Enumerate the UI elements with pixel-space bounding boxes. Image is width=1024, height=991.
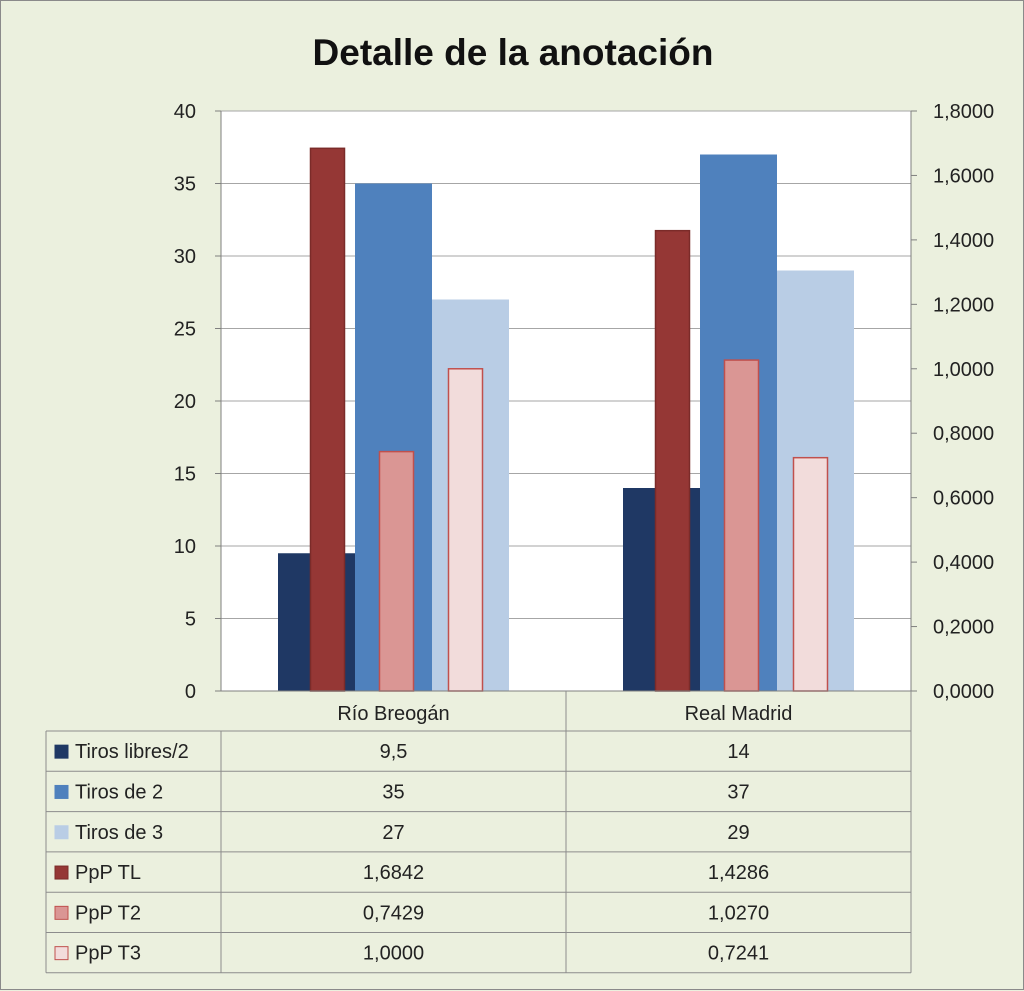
table-cell-value: 1,0000 (363, 943, 424, 965)
legend-swatch (54, 784, 69, 799)
bar (447, 368, 484, 692)
y-left-tick-label: 10 (174, 536, 196, 558)
bar (654, 229, 691, 692)
y-right-tick-label: 0,8000 (933, 423, 994, 445)
axes: 0 5 10 15 20 25 30 35 40 0,0000 0,2000 0,4000 0,6000… (174, 101, 994, 703)
legend-label: Tiros de 2 (75, 781, 163, 803)
legend-label: Tiros libres/2 (75, 741, 189, 763)
legend-label: PpP T2 (75, 902, 141, 924)
bar (723, 359, 760, 692)
data-table: Río Breogán Real Madrid Tiros libres/2 9,5 1… (45, 691, 912, 974)
y-left-tick-label: 0 (185, 681, 196, 703)
table-cell-value: 37 (727, 781, 749, 803)
table-cell-value: 9,5 (380, 741, 408, 763)
y-right-tick-label: 1,8000 (933, 101, 994, 123)
legend-label: PpP TL (75, 862, 141, 884)
table-cell-value: 1,0270 (708, 902, 769, 924)
chart-title: Detalle de la anotación (313, 32, 714, 73)
bar (378, 450, 415, 692)
table-cell-value: 1,4286 (708, 862, 769, 884)
y-left-tick-label: 40 (174, 101, 196, 123)
category-label: Real Madrid (685, 703, 793, 725)
table-cell-value: 14 (727, 741, 749, 763)
legend-label: Tiros de 3 (75, 822, 163, 844)
y-right-tick-label: 1,6000 (933, 165, 994, 187)
y-left-tick-label: 20 (174, 391, 196, 413)
legend-swatch (54, 946, 69, 961)
table-cell-value: 0,7241 (708, 943, 769, 965)
category-label: Río Breogán (337, 703, 449, 725)
y-right-tick-label: 1,0000 (933, 359, 994, 381)
y-left-tick-label: 30 (174, 246, 196, 268)
legend-swatch (54, 744, 69, 759)
table-cell-value: 1,6842 (363, 862, 424, 884)
table-cell-value: 27 (382, 822, 404, 844)
bars (278, 147, 854, 692)
legend-label: PpP T3 (75, 943, 141, 965)
y-right-tick-label: 0,2000 (933, 617, 994, 639)
table-cell-value: 35 (382, 781, 404, 803)
y-left-tick-label: 5 (185, 609, 196, 631)
bar (792, 456, 829, 692)
y-right-tick-label: 0,0000 (933, 681, 994, 703)
y-left-tick-label: 35 (174, 174, 196, 196)
y-left-tick-label: 25 (174, 319, 196, 341)
bar (309, 147, 346, 692)
legend-swatch (54, 825, 69, 840)
legend-swatch (54, 865, 69, 880)
y-left-tick-label: 15 (174, 464, 196, 486)
y-right-tick-label: 1,4000 (933, 230, 994, 252)
legend-swatch (54, 905, 69, 920)
table-cell-value: 0,7429 (363, 902, 424, 924)
y-right-tick-label: 0,6000 (933, 488, 994, 510)
table-cell-value: 29 (727, 822, 749, 844)
y-right-tick-label: 1,2000 (933, 294, 994, 316)
y-right-tick-label: 0,4000 (933, 552, 994, 574)
